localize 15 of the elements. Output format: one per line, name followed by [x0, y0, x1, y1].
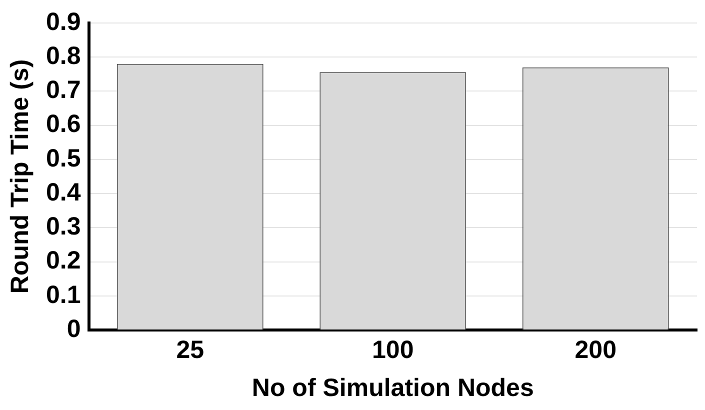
y-tick-label: 0.3: [46, 212, 81, 241]
y-tick-label: 0: [66, 314, 81, 343]
y-tick-label: 0.9: [46, 8, 81, 36]
x-tick-label: 200: [574, 336, 616, 364]
x-tick-label: 100: [372, 336, 414, 364]
y-axis-title: Round Trip Time (s): [6, 59, 34, 294]
y-tick-label: 0.2: [46, 246, 81, 275]
y-tick-label: 0.8: [46, 42, 81, 70]
y-tick-label: 0.5: [46, 144, 81, 172]
y-tick-label: 0.1: [46, 280, 81, 309]
y-tick-label: 0.4: [46, 178, 81, 206]
y-tick-label: 0.6: [46, 110, 81, 138]
y-tick-label: 0.7: [46, 76, 81, 104]
x-axis-title: No of Simulation Nodes: [252, 374, 534, 402]
x-tick-label: 25: [176, 336, 204, 364]
